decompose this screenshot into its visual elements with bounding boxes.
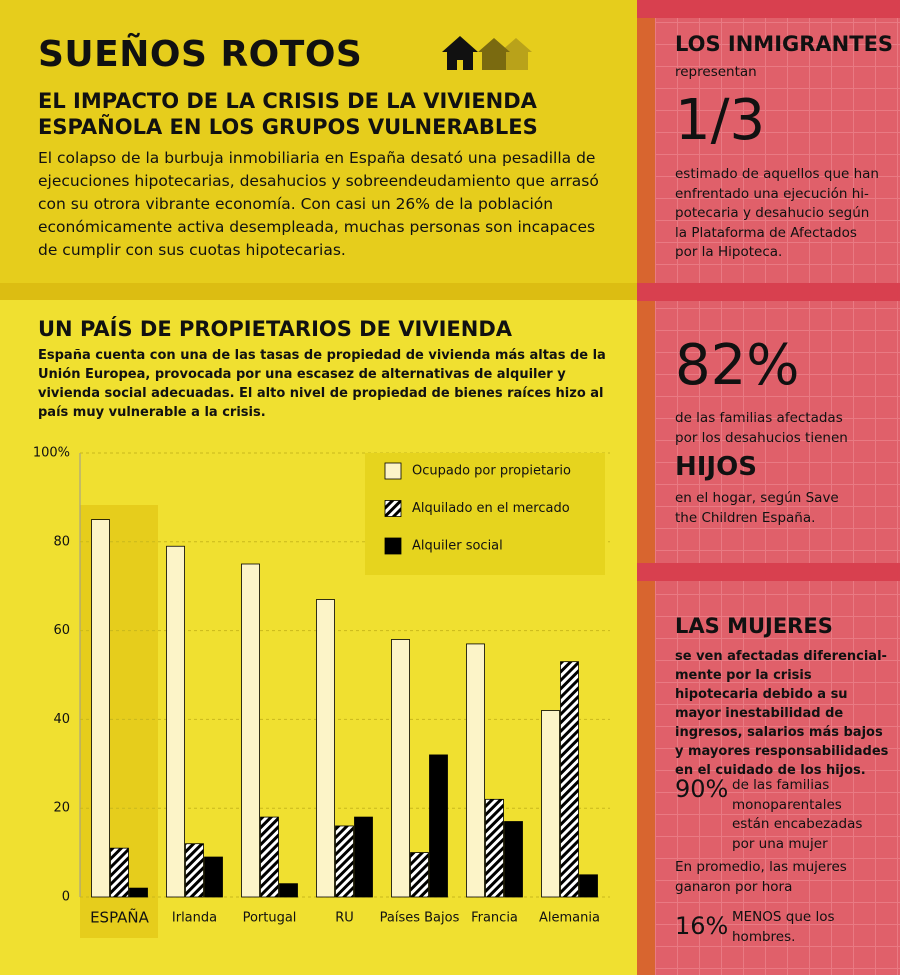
- x-tick-label: Francia: [471, 911, 518, 926]
- bar: [129, 887, 148, 898]
- legend-label: Ocupado por propietario: [412, 464, 571, 479]
- bar: [429, 754, 448, 898]
- y-tick-label: 60: [53, 623, 70, 638]
- child-big: HIJOS: [675, 452, 757, 482]
- x-tick-label: Países Bajos: [380, 911, 460, 926]
- bar: [260, 816, 279, 898]
- bar: [579, 874, 598, 898]
- section-body: España cuenta con una de las tasas de pr…: [38, 348, 606, 420]
- bar: [91, 519, 110, 898]
- bar: [204, 856, 223, 898]
- bar: [541, 710, 560, 898]
- x-tick-label: ESPAÑA: [90, 908, 150, 927]
- imm-text: estimado de aquellos que han enfrentado …: [675, 166, 879, 260]
- bar: [110, 847, 129, 898]
- women-text2: En promedio, las mujeres ganaron por hor…: [675, 859, 847, 895]
- women-stat1-text: de las familias monoparentales están enc…: [732, 777, 863, 852]
- y-tick-label: 40: [53, 712, 70, 727]
- header-bg: [0, 0, 637, 283]
- bar: [241, 563, 260, 898]
- x-tick-label: Irlanda: [172, 911, 217, 926]
- bar: [316, 599, 335, 898]
- imm-heading: LOS INMIGRANTES: [675, 32, 894, 56]
- bar: [504, 821, 523, 898]
- bar: [410, 852, 429, 898]
- bar: [485, 798, 504, 898]
- legend-label: Alquiler social: [412, 539, 503, 554]
- section-title: UN PAÍS DE PROPIETARIOS DE VIVIENDA: [38, 317, 512, 341]
- y-tick-label: 100%: [33, 446, 70, 461]
- women-stat1: 90%: [675, 775, 729, 803]
- child-text2: en el hogar, según Save the Children Esp…: [675, 490, 839, 526]
- imm-stat: 1/3: [675, 88, 766, 153]
- legend-swatch: [384, 537, 402, 555]
- bar: [335, 825, 354, 898]
- legend-box: [365, 453, 605, 575]
- women-text: se ven afectadas diferencial-mente por l…: [675, 649, 889, 778]
- separator: [0, 283, 637, 300]
- subtitle: EL IMPACTO DE LA CRISIS DE LA VIVIENDA E…: [38, 89, 538, 139]
- chart: 0 20 40 60 80 100% Ocupado por propietario Alqu…: [33, 446, 610, 938]
- imm-lead: representan: [675, 64, 757, 80]
- bar: [391, 639, 410, 898]
- legend-label: Alquilado en el mercado: [412, 501, 570, 516]
- women-stat2: 16%: [675, 912, 729, 940]
- bar: [166, 545, 185, 898]
- bar: [560, 661, 579, 898]
- sidebar-bg: [655, 0, 900, 975]
- band: [637, 0, 900, 18]
- y-tick-label: 80: [53, 534, 70, 549]
- houses-icon: [442, 36, 532, 70]
- child-text: de las familias afectadas por los desahu…: [675, 410, 848, 446]
- women-stat2-text: MENOS que los hombres.: [732, 909, 835, 945]
- x-tick-label: Portugal: [243, 911, 297, 926]
- child-stat: 82%: [675, 333, 800, 398]
- y-tick-label: 20: [53, 801, 70, 816]
- bar: [354, 816, 373, 898]
- women-heading: LAS MUJERES: [675, 614, 833, 638]
- bar: [185, 843, 204, 898]
- legend-swatch: [384, 462, 402, 480]
- x-tick-label: RU: [335, 911, 354, 926]
- y-tick-label: 0: [62, 890, 70, 905]
- strip: [637, 0, 655, 975]
- band: [637, 283, 900, 301]
- x-tick-label: Alemania: [539, 911, 600, 926]
- legend-swatch: [384, 500, 402, 517]
- band: [637, 563, 900, 581]
- intro: El colapso de la burbuja inmobiliaria en…: [38, 149, 599, 259]
- bar: [279, 883, 298, 898]
- title: SUEÑOS ROTOS: [38, 34, 363, 75]
- bar: [466, 643, 485, 898]
